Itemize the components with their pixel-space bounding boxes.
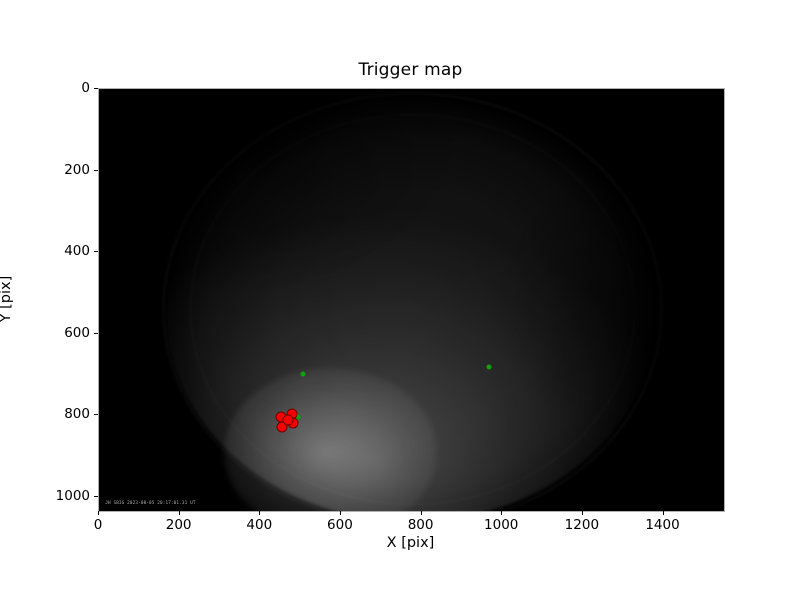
x-tick (501, 511, 503, 515)
y-tick-label: 0 (81, 80, 90, 96)
y-tick-label: 1000 (55, 487, 90, 504)
trigger-marker (282, 414, 294, 426)
y-tick-label: 800 (64, 406, 90, 423)
candidate-marker (486, 364, 492, 370)
x-tick-label: 400 (246, 517, 273, 533)
y-axis-label: Y [pix] (0, 275, 14, 323)
y-tick (94, 88, 98, 89)
y-tick-label: 400 (64, 243, 90, 260)
y-tick (94, 495, 98, 497)
x-tick (259, 511, 261, 515)
y-tick (94, 251, 98, 253)
x-tick (420, 511, 422, 515)
x-tick-label: 1000 (484, 517, 519, 533)
x-tick-label: 200 (165, 517, 192, 533)
y-tick-label: 600 (64, 324, 90, 341)
x-tick (178, 511, 180, 515)
x-tick (581, 511, 583, 515)
x-tick-label: 1400 (645, 517, 680, 533)
y-tick (94, 169, 98, 171)
camera-timestamp-overlay: JH SBIG 2023-08-05 20:17:01.31 UT (105, 500, 196, 506)
y-tick (94, 332, 98, 334)
x-tick-label: 800 (407, 517, 434, 533)
plot-axes[interactable]: JH SBIG 2023-08-05 20:17:01.31 UT (98, 88, 725, 512)
x-tick (98, 511, 99, 515)
y-tick-label: 200 (64, 161, 90, 178)
x-tick (662, 511, 664, 515)
x-tick-label: 1200 (564, 517, 600, 533)
x-tick (339, 511, 341, 515)
y-tick (94, 414, 98, 416)
page-title: Trigger map (358, 60, 463, 80)
x-tick-label: 600 (327, 517, 353, 533)
x-tick-label: 0 (93, 517, 103, 533)
allsky-image: JH SBIG 2023-08-05 20:17:01.31 UT (99, 89, 724, 511)
x-axis-label: X [pix] (386, 535, 435, 551)
candidate-marker (300, 371, 306, 377)
candidate-marker (295, 414, 301, 420)
